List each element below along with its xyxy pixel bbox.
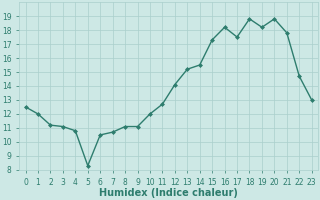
- X-axis label: Humidex (Indice chaleur): Humidex (Indice chaleur): [99, 188, 238, 198]
